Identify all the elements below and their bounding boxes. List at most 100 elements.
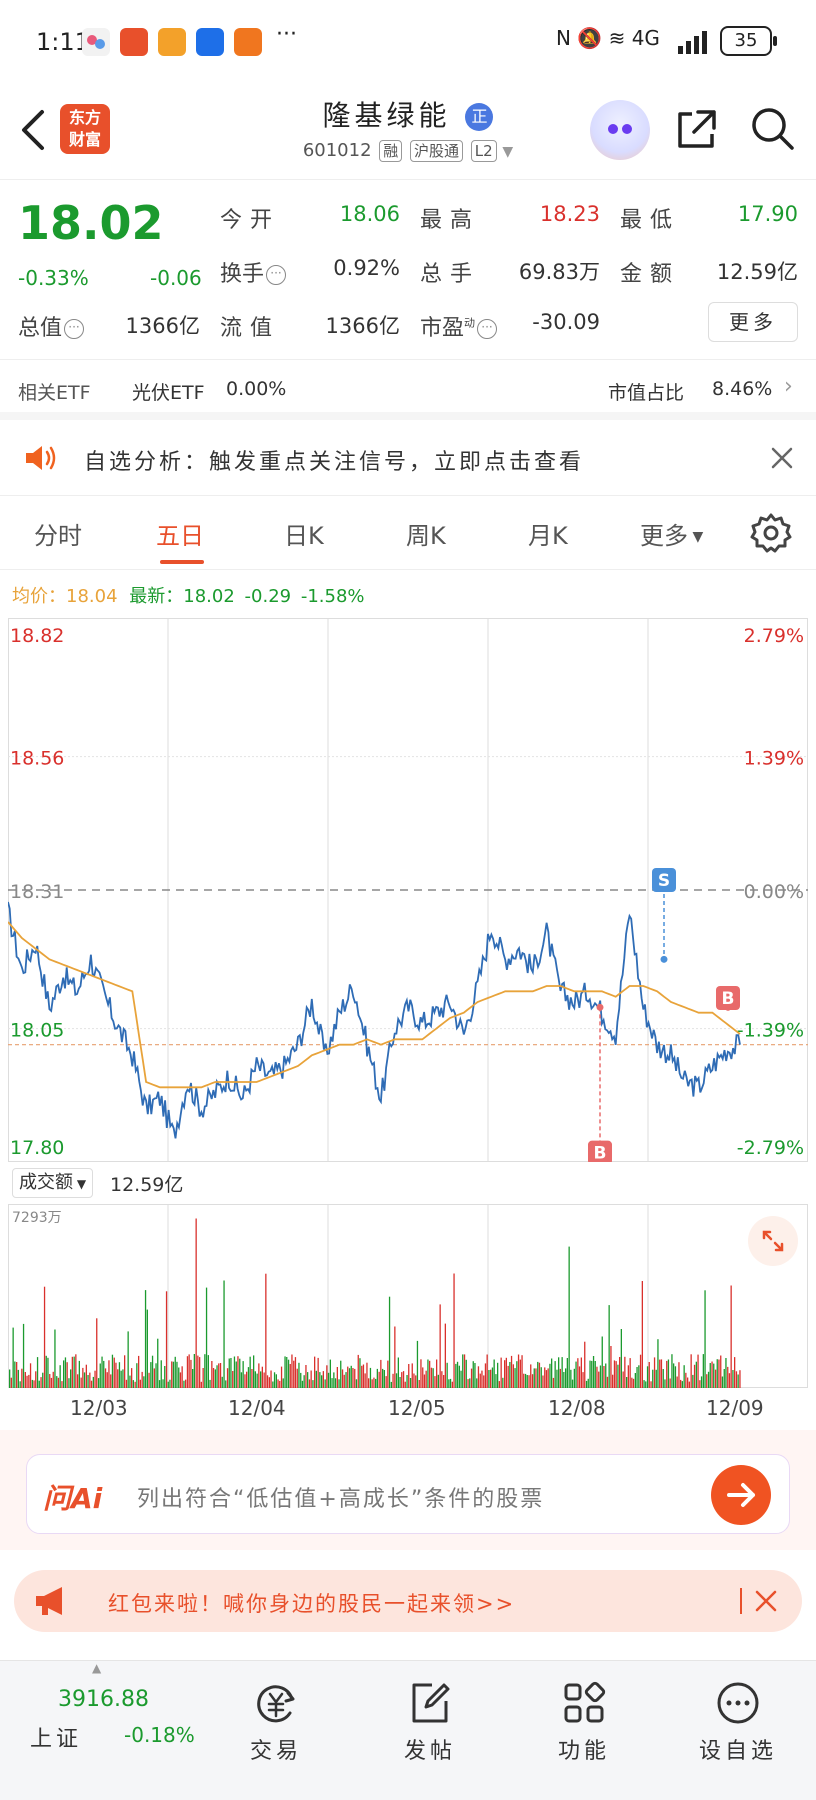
close-icon[interactable] [770,446,794,470]
share-icon[interactable] [674,106,720,152]
volume-bar [707,1371,710,1388]
volume-bar [599,1365,602,1388]
volume-bar [619,1357,621,1388]
expand-chart-button[interactable] [748,1216,798,1266]
info-icon[interactable]: ··· [64,319,85,339]
volume-bar [211,1361,213,1388]
volume-bar [533,1368,535,1388]
volume-bar [134,1381,136,1388]
nav-trade[interactable]: 交易 [216,1679,336,1765]
volume-bar [294,1357,297,1388]
market-cap-value: 1366亿 [125,314,200,338]
volume-chart-svg[interactable]: 7293万 [8,1204,808,1389]
tab-weekly-k[interactable]: 周K [406,522,446,550]
volume-bar [622,1371,624,1388]
info-icon[interactable]: ··· [477,319,498,339]
pe-label[interactable]: 市盈动 ··· [420,310,498,342]
volume-bar [347,1366,349,1388]
chevron-down-icon[interactable]: ▼ [502,144,514,160]
volume-bar [244,1374,246,1388]
analysis-notice[interactable]: 自选分析：触发重点关注信号，立即点击查看 [0,420,816,496]
market-cap-label[interactable]: 总值 ··· [18,310,85,342]
nav-set-watchlist[interactable]: 设自选 [678,1679,798,1765]
dropdown-caret-icon: ▼ [73,1177,87,1191]
volume-bar [456,1361,459,1388]
volume-bar [470,1368,473,1388]
five-day-chart[interactable]: 18.82 2.79% 18.56 1.39% 18.31 0.00% 18.05 -1.39… [7,618,808,1166]
tab-intraday[interactable]: 分时 [34,522,82,550]
promo-banner[interactable]: 红包来啦！喊你身边的股民一起来领>> [14,1570,802,1632]
volume-bar [132,1380,134,1388]
tab-daily-k[interactable]: 日K [284,522,324,550]
volume-bar [291,1354,293,1388]
tab-more[interactable]: 更多 ▼ [640,516,703,551]
volume-bar [551,1358,553,1388]
volume-bar [57,1377,60,1388]
close-icon[interactable] [754,1589,778,1613]
volume-bar [158,1380,161,1388]
x-axis-date: 12/05 [388,1396,446,1420]
volume-bar [429,1360,431,1388]
volume-value: 69.83万 [518,260,600,284]
info-icon[interactable]: ··· [266,265,287,285]
y-axis-tick-left: 18.31 [10,881,64,903]
volume-bar [519,1359,521,1388]
volume-bar [615,1361,617,1388]
volume-bar [104,1368,107,1388]
ai-query-box[interactable]: 问Ai 列出符合“低估值+高成长”条件的股票 [26,1454,790,1534]
volume-bar [544,1367,546,1388]
volume-bar [12,1327,14,1388]
nav-functions[interactable]: 功能 [524,1679,644,1765]
volume-bar [629,1358,631,1388]
volume-bar [181,1366,183,1388]
volume-bar [28,1374,30,1388]
app-logo[interactable]: 东方 财富 [60,104,110,154]
volume-bar [87,1375,89,1388]
volume-bar [310,1370,312,1388]
tab-monthly-k[interactable]: 月K [528,522,568,550]
volume-bar [662,1369,664,1388]
chevron-right-icon[interactable]: › [784,374,793,399]
settings-gear-icon[interactable] [750,512,792,554]
volume-bar [636,1367,638,1388]
volume-bar [94,1370,96,1388]
volume-bar [517,1354,520,1388]
volume-bar [734,1357,736,1388]
volume-bar [612,1374,614,1388]
volume-total: 12.59亿 [110,1174,184,1196]
ai-send-button[interactable] [711,1465,771,1525]
volume-bar [507,1365,509,1388]
ai-prompt[interactable]: 列出符合“低估值+高成长”条件的股票 [137,1487,545,1512]
volume-bar [66,1362,68,1388]
volume-bar [465,1359,467,1388]
volume-bar [626,1377,628,1388]
market-cap-label-text: 总值 [18,316,63,341]
etf-name[interactable]: 光伏ETF [132,382,205,404]
search-icon[interactable] [748,104,796,152]
price-chart-svg[interactable]: 18.82 2.79% 18.56 1.39% 18.31 0.00% 18.05 -1.39… [7,618,808,1165]
tab-five-day[interactable]: 五日 [156,522,204,550]
more-quote-button[interactable]: 更多 [708,302,798,342]
volume-bar [709,1363,711,1388]
volume-bar [10,1377,12,1388]
notification-app-icon [196,28,224,56]
volume-bar [287,1359,290,1388]
related-etf-row[interactable]: 相关ETF 光伏ETF 0.00% 市值占比 8.46% › [0,360,816,420]
volume-bar [681,1381,683,1388]
volume-chart[interactable]: 7293万 [8,1204,808,1392]
turnover-label[interactable]: 换手 ··· [220,256,287,288]
ai-assistant-avatar[interactable] [590,100,650,160]
volume-bar [232,1371,234,1388]
volume-bar [720,1355,722,1388]
nav-post[interactable]: 发帖 [370,1679,490,1765]
price-line [7,901,741,1139]
y-axis-tick-left: 17.80 [10,1137,64,1159]
etf-label: 相关ETF [18,382,91,404]
volume-bar [676,1376,678,1388]
volume-selector[interactable]: 成交额 ▼ [12,1168,94,1198]
back-icon[interactable] [18,108,48,152]
volume-bar [476,1378,478,1388]
volume-bar [308,1379,311,1388]
volume-bar [711,1361,713,1388]
volume-bar [336,1367,338,1388]
